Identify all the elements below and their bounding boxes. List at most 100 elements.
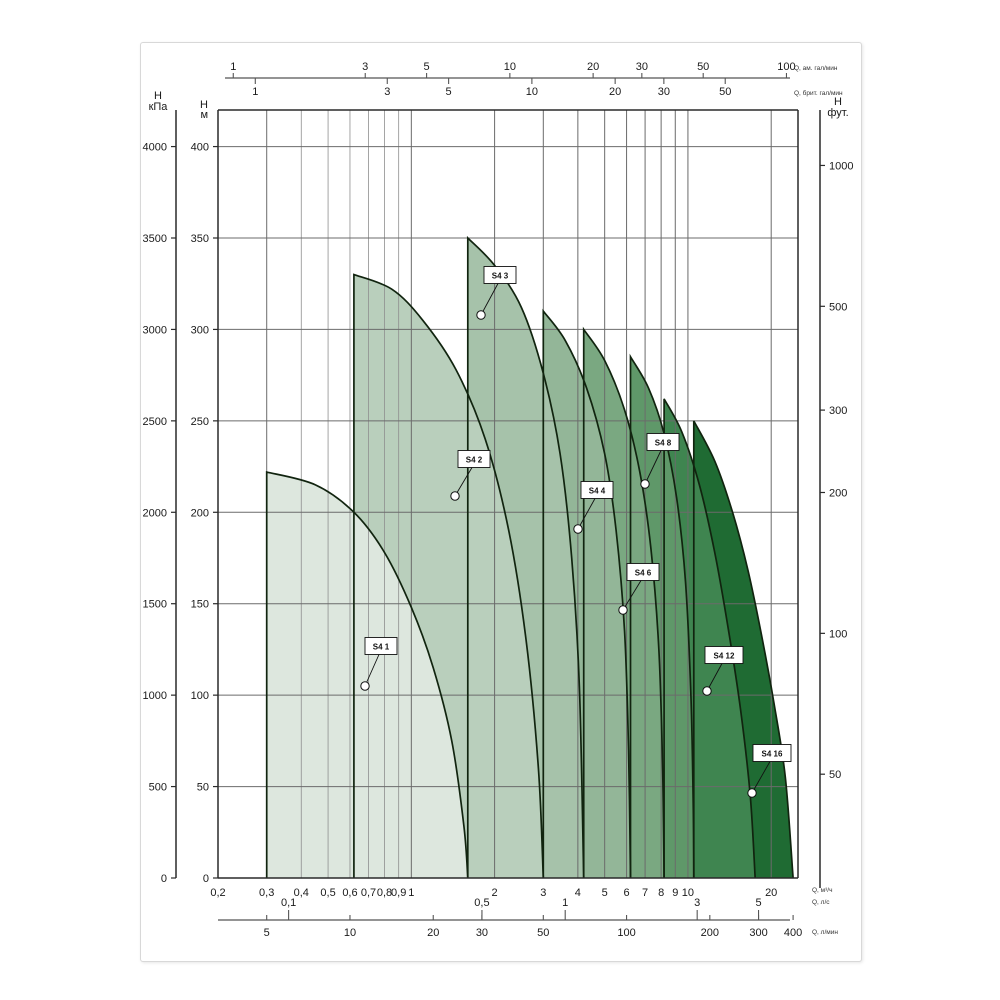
callout-leader-line: [364, 654, 380, 687]
bottom-lmin-label: 200: [701, 927, 719, 939]
bottom-lmin-label: 50: [537, 927, 549, 939]
callout-leader-line: [644, 450, 662, 485]
top-uk-gpm-label: 1: [252, 86, 258, 98]
bottom-m3h-caption: Q, м³/ч: [812, 887, 833, 894]
left-axis-m-label: 200: [191, 507, 209, 519]
left-axis-m-caption: H: [200, 99, 208, 111]
bottom-m3h-label: 1: [408, 887, 414, 899]
left-axis-kpa-label: 1000: [143, 690, 167, 702]
bottom-m3h-label: 0,9: [391, 887, 406, 899]
right-axis-ft-label: 200: [829, 487, 847, 499]
left-axis-kpa-unit: кПа: [149, 101, 169, 113]
left-axis-kpa-label: 3000: [143, 324, 167, 336]
bottom-m3h-label: 3: [540, 887, 546, 899]
bottom-lmin-label: 300: [749, 927, 767, 939]
bottom-m3h-label: 6: [624, 887, 630, 899]
callout-dot: [476, 310, 486, 320]
callout-s4-12[interactable]: S4 12: [702, 646, 744, 696]
right-axis-ft-caption: H: [834, 96, 842, 108]
callout-dot: [360, 681, 370, 691]
callout-s4-1[interactable]: S4 1: [360, 637, 398, 691]
callout-s4-6[interactable]: S4 6: [618, 563, 660, 615]
callout-s4-2[interactable]: S4 2: [450, 450, 491, 501]
curve-s4-1: [265, 470, 469, 878]
left-axis-kpa-label: 0: [161, 873, 167, 885]
bottom-m3h-label: 5: [602, 887, 608, 899]
bottom-lmin-caption: Q, л/мин: [812, 929, 838, 936]
bottom-m3h-label: 8: [658, 887, 664, 899]
left-axis-kpa-label: 1500: [143, 599, 167, 611]
bottom-ls-label: 0,1: [281, 897, 296, 909]
bottom-ls-label: 1: [562, 897, 568, 909]
top-uk-gpm-label: 3: [384, 86, 390, 98]
callout-label: S4 4: [589, 487, 606, 496]
curve-s4-6: [582, 326, 665, 878]
top-uk-gpm-caption: Q, брит. гал/мин: [794, 89, 843, 97]
left-axis-m-label: 100: [191, 690, 209, 702]
bottom-m3h-label: 2: [492, 887, 498, 899]
callout-dot: [573, 524, 583, 534]
bottom-m3h-label: 0,4: [294, 887, 309, 899]
callout-box: [626, 563, 660, 581]
bottom-m3h-label: 20: [765, 887, 777, 899]
left-axis-m-label: 300: [191, 324, 209, 336]
top-us-gpm-label: 3: [362, 61, 368, 73]
top-uk-gpm-label: 50: [719, 86, 731, 98]
left-axis-m-unit: м: [200, 109, 208, 121]
bottom-m3h-label: 0,7: [361, 887, 376, 899]
top-us-gpm-label: 100: [777, 61, 795, 73]
left-axis-kpa-label: 2000: [143, 507, 167, 519]
callout-dot: [450, 491, 460, 501]
bottom-ls-caption: Q, л/с: [812, 899, 830, 906]
callout-s4-4[interactable]: S4 4: [573, 481, 614, 534]
bottom-m3h-label: 9: [672, 887, 678, 899]
callout-dot: [702, 686, 712, 696]
callout-box: [457, 450, 491, 468]
left-axis-kpa-caption: H: [154, 90, 162, 102]
top-us-gpm-label: 50: [697, 61, 709, 73]
top-uk-gpm-label: 20: [609, 86, 621, 98]
right-axis-ft-label: 50: [829, 769, 841, 781]
curve-outlines: [265, 235, 794, 878]
callout-box: [483, 266, 517, 284]
top-us-gpm-label: 10: [504, 61, 516, 73]
callout-leader-line: [706, 663, 723, 692]
bottom-lmin-label: 20: [427, 927, 439, 939]
callout-s4-3[interactable]: S4 3: [476, 266, 517, 320]
top-us-gpm-label: 30: [636, 61, 648, 73]
left-axis-kpa-label: 2500: [143, 416, 167, 428]
callout-label: S4 1: [373, 643, 390, 652]
bottom-lmin-label: 30: [476, 927, 488, 939]
left-axis-m-label: 150: [191, 599, 209, 611]
bottom-m3h-label: 0,6: [342, 887, 357, 899]
callout-label: S4 3: [492, 272, 509, 281]
callout-s4-8[interactable]: S4 8: [640, 433, 680, 489]
bottom-lmin-label: 5: [264, 927, 270, 939]
left-axis-m-label: 250: [191, 416, 209, 428]
left-axis-m-label: 350: [191, 233, 209, 245]
callout-dot: [640, 479, 650, 489]
left-axis-m-label: 400: [191, 142, 209, 154]
bottom-m3h-label: 0,3: [259, 887, 274, 899]
bottom-lmin-label: 400: [784, 927, 802, 939]
curve-s4-4: [542, 308, 632, 878]
bottom-m3h-label: 10: [682, 887, 694, 899]
bottom-m3h-label: 7: [642, 887, 648, 899]
bottom-m3h-label: 4: [575, 887, 581, 899]
callout-box: [646, 433, 680, 451]
callout-group: S4 1 S4 2 S4 3 S4 4 S4 6 S4 8 S4 12 S4 16: [360, 266, 792, 798]
bottom-m3h-label: 0,5: [320, 887, 335, 899]
callout-leader-line: [577, 498, 596, 530]
bottom-ls-label: 3: [694, 897, 700, 909]
callout-leader-line: [480, 283, 499, 316]
curve-bands: [266, 238, 794, 878]
callout-box: [704, 646, 744, 664]
top-us-gpm-caption: Q, ам. гал/мин: [794, 65, 838, 72]
callout-label: S4 16: [762, 750, 783, 759]
callout-leader-line: [454, 467, 473, 497]
callout-s4-16[interactable]: S4 16: [747, 744, 792, 798]
left-axis-m-label: 0: [203, 873, 209, 885]
bottom-ls-label: 5: [755, 897, 761, 909]
